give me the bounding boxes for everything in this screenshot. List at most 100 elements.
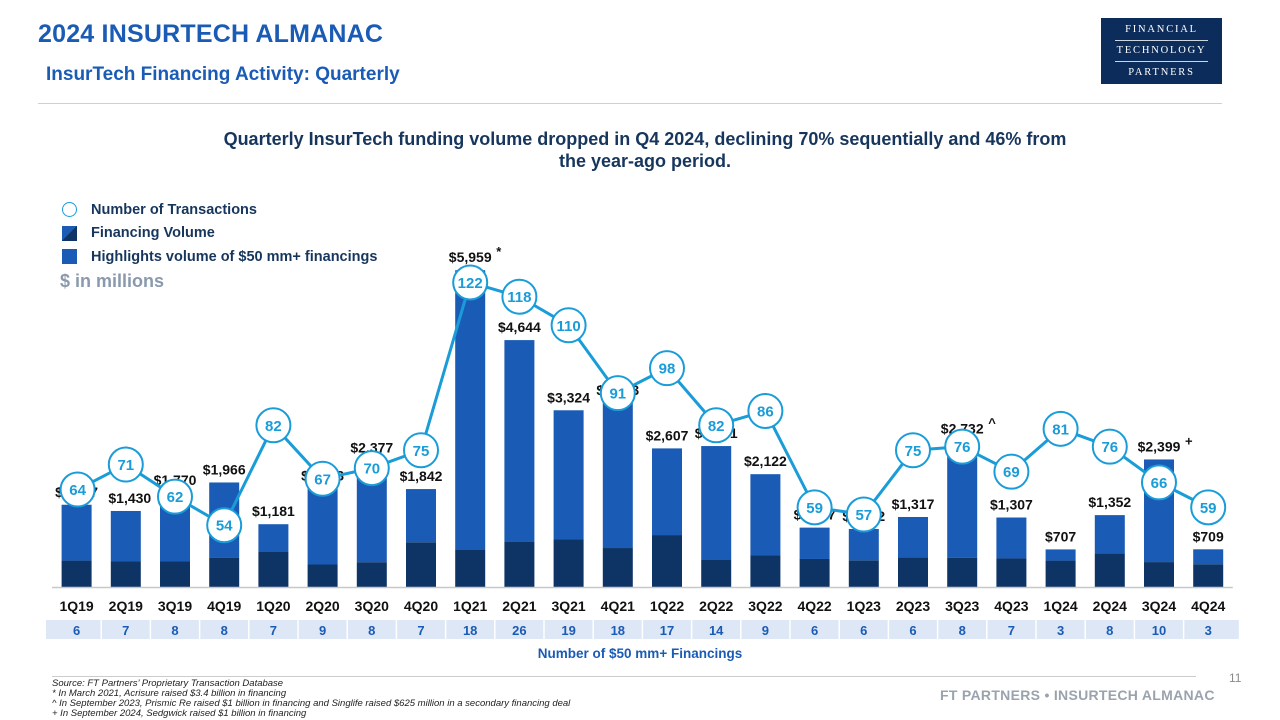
transactions-point — [206, 507, 243, 544]
x-tick-label: 3Q20 — [355, 598, 389, 614]
bar-other-volume — [209, 557, 240, 587]
bar-large-financings — [406, 489, 436, 543]
bar-large-financings — [602, 402, 633, 549]
transactions-value: 64 — [69, 482, 86, 499]
bar-other-volume — [504, 541, 535, 587]
transactions-point — [599, 375, 636, 412]
bar-large-financings — [110, 510, 141, 562]
financings-count-value: 10 — [1152, 623, 1166, 638]
bar-other-volume — [455, 549, 486, 587]
legend-item-volume: Financing Volume — [62, 222, 377, 246]
bar-other-volume — [996, 558, 1027, 587]
financings-count-value: 7 — [270, 623, 277, 638]
transactions-value: 59 — [806, 500, 823, 517]
x-tick-label: 4Q24 — [1191, 598, 1225, 614]
bar-value-label: $1,307 — [990, 497, 1033, 513]
bar-other-volume — [553, 539, 584, 587]
transactions-value: 59 — [1200, 500, 1217, 517]
x-tick-label: 3Q19 — [158, 598, 192, 614]
financings-count-value: 3 — [1057, 623, 1064, 638]
bar-other-volume — [602, 548, 633, 587]
x-tick-label: 1Q22 — [650, 598, 684, 614]
legend-label: Financing Volume — [91, 225, 215, 242]
x-tick-label: 3Q24 — [1142, 598, 1176, 614]
transactions-value: 91 — [609, 386, 626, 403]
units-label: $ in millions — [60, 271, 165, 291]
transactions-value: 71 — [117, 457, 134, 474]
split-square-icon — [62, 225, 77, 241]
bar-other-volume — [799, 558, 830, 587]
transactions-value: 86 — [757, 403, 774, 420]
transactions-value: 76 — [954, 439, 971, 456]
x-tick-label: 2Q21 — [502, 598, 536, 614]
transactions-value: 67 — [314, 471, 331, 488]
transactions-point — [747, 392, 784, 429]
bar-value-label: $2,377 — [350, 440, 393, 456]
bar-value-label: $2,122 — [744, 453, 787, 469]
bar-value-label: $1,842 — [400, 468, 443, 484]
financings-count-value: 7 — [417, 623, 424, 638]
transactions-value: 81 — [1052, 421, 1069, 438]
footnote-marker: + — [1185, 433, 1193, 448]
transactions-value: 75 — [905, 443, 922, 460]
bar-large-financings — [996, 517, 1027, 559]
x-tick-label: 1Q19 — [59, 598, 93, 614]
legend-item-large-financings: Highlights volume of $50 mm+ financings — [62, 245, 377, 269]
financings-count-value: 26 — [512, 623, 526, 638]
bar-large-financings — [307, 488, 338, 565]
bar-large-financings — [1094, 515, 1125, 554]
transactions-point — [944, 428, 981, 465]
logo-line-2: TECHNOLOGY — [1116, 45, 1207, 57]
financings-count-value: 8 — [1106, 623, 1113, 638]
transactions-point — [796, 489, 833, 526]
transactions-value: 70 — [363, 461, 380, 478]
bar-other-volume — [406, 542, 436, 587]
page-number: 11 — [1229, 671, 1242, 685]
bar-value-label: $1,352 — [1088, 494, 1131, 510]
footnote-marker: ^ — [988, 416, 996, 431]
bar-value-label: $1,181 — [252, 503, 295, 519]
financings-count-value: 8 — [368, 623, 375, 638]
footnotes: Source: FT Partners’ Proprietary Transac… — [52, 679, 570, 719]
x-tick-label: 2Q22 — [699, 598, 733, 614]
financings-count-value: 19 — [561, 623, 575, 638]
square-marker-icon — [62, 249, 77, 265]
x-tick-label: 1Q20 — [256, 598, 290, 614]
transactions-value: 57 — [855, 507, 872, 524]
bar-value-label: $709 — [1193, 528, 1224, 544]
transactions-value: 118 — [507, 289, 531, 306]
financings-count-axis-label: Number of $50 mm+ Financings — [538, 646, 742, 661]
transactions-point — [403, 432, 439, 469]
financings-count-value: 17 — [660, 623, 674, 638]
transactions-point — [255, 407, 292, 444]
bar-value-label: $2,399 — [1138, 438, 1181, 454]
bar-other-volume — [898, 557, 928, 587]
legend-label: Highlights volume of $50 mm+ financings — [91, 248, 378, 265]
transactions-value: 82 — [265, 418, 282, 435]
bar-large-financings — [258, 524, 289, 552]
bar-large-financings — [701, 446, 732, 560]
financings-count-value: 8 — [221, 623, 228, 638]
page-subtitle: InsurTech Financing Activity: Quarterly — [46, 64, 400, 85]
bar-large-financings — [898, 516, 928, 558]
bar-value-label: $1,430 — [108, 490, 151, 506]
transactions-point — [1042, 410, 1079, 447]
bar-other-volume — [307, 564, 338, 587]
x-tick-label: 3Q22 — [748, 598, 782, 614]
transactions-value: 75 — [413, 443, 430, 460]
transactions-point — [845, 496, 882, 533]
x-tick-label: 4Q20 — [404, 598, 438, 614]
transactions-point — [1141, 464, 1177, 501]
bar-other-volume — [1045, 560, 1076, 587]
header-divider — [38, 103, 1222, 104]
financings-count-value: 9 — [762, 623, 769, 638]
footnote-marker: * — [496, 244, 502, 259]
chart-headline: Quarterly InsurTech funding volume dropp… — [223, 129, 1067, 171]
financings-count-value: 14 — [709, 623, 724, 638]
bar-large-financings — [553, 410, 584, 540]
x-tick-label: 3Q21 — [551, 598, 585, 614]
financings-count-value: 18 — [611, 623, 625, 638]
financings-count-value: 3 — [1205, 623, 1212, 638]
bar-large-financings — [652, 448, 682, 536]
